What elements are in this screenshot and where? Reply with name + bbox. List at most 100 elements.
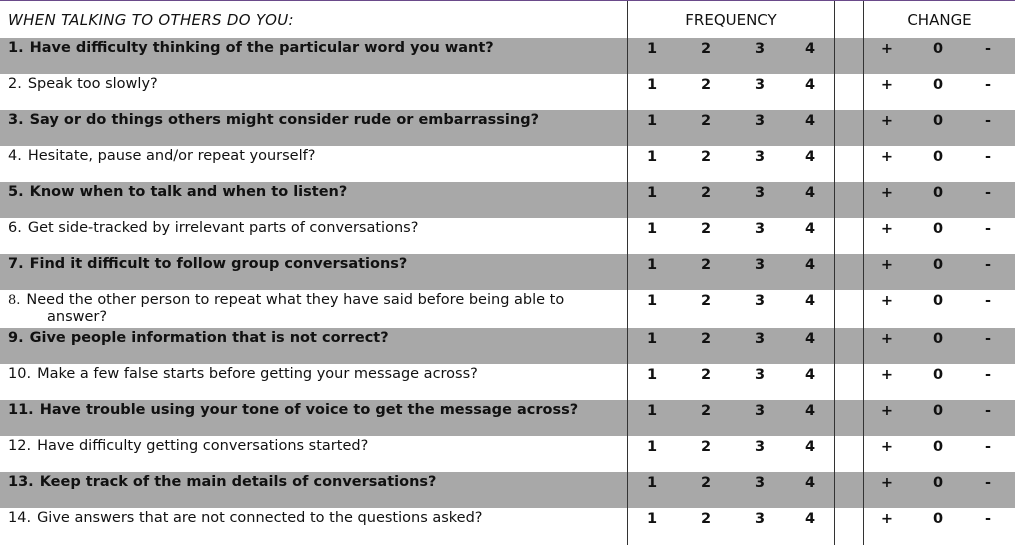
frequency-option-1[interactable]: 1 [646,77,658,93]
frequency-option-2[interactable]: 2 [700,149,712,165]
frequency-option-2[interactable]: 2 [700,403,712,419]
frequency-option-1[interactable]: 1 [646,475,658,491]
change-option-zero[interactable]: 0 [932,221,944,237]
frequency-option-1[interactable]: 1 [646,293,658,309]
frequency-option-2[interactable]: 2 [700,41,712,57]
change-option-minus[interactable]: - [984,367,992,383]
frequency-option-3[interactable]: 3 [754,439,766,455]
frequency-option-1[interactable]: 1 [646,41,658,57]
change-option-zero[interactable]: 0 [932,41,944,57]
frequency-option-3[interactable]: 3 [754,403,766,419]
change-option-zero[interactable]: 0 [932,439,944,455]
change-option-plus[interactable]: + [880,113,894,129]
frequency-option-2[interactable]: 2 [700,185,712,201]
change-option-plus[interactable]: + [880,367,894,383]
question-text: 4. Hesitate, pause and/or repeat yourself… [8,146,623,182]
frequency-option-2[interactable]: 2 [700,475,712,491]
frequency-option-2[interactable]: 2 [700,293,712,309]
frequency-option-3[interactable]: 3 [754,221,766,237]
frequency-option-2[interactable]: 2 [700,511,712,527]
change-option-minus[interactable]: - [984,113,992,129]
change-option-minus[interactable]: - [984,41,992,57]
change-option-zero[interactable]: 0 [932,403,944,419]
change-option-zero[interactable]: 0 [932,331,944,347]
frequency-option-3[interactable]: 3 [754,77,766,93]
frequency-option-4[interactable]: 4 [804,331,816,347]
change-option-minus[interactable]: - [984,149,992,165]
change-option-minus[interactable]: - [984,403,992,419]
frequency-option-3[interactable]: 3 [754,367,766,383]
frequency-option-2[interactable]: 2 [700,257,712,273]
frequency-option-3[interactable]: 3 [754,113,766,129]
frequency-option-3[interactable]: 3 [754,41,766,57]
frequency-option-1[interactable]: 1 [646,113,658,129]
change-option-zero[interactable]: 0 [932,475,944,491]
frequency-option-1[interactable]: 1 [646,439,658,455]
frequency-option-1[interactable]: 1 [646,331,658,347]
change-option-minus[interactable]: - [984,185,992,201]
frequency-option-3[interactable]: 3 [754,511,766,527]
frequency-option-1[interactable]: 1 [646,403,658,419]
change-option-plus[interactable]: + [880,149,894,165]
change-option-plus[interactable]: + [880,511,894,527]
change-option-plus[interactable]: + [880,257,894,273]
change-option-minus[interactable]: - [984,331,992,347]
change-option-minus[interactable]: - [984,77,992,93]
frequency-option-1[interactable]: 1 [646,257,658,273]
change-option-plus[interactable]: + [880,403,894,419]
change-option-zero[interactable]: 0 [932,367,944,383]
frequency-option-4[interactable]: 4 [804,41,816,57]
frequency-option-1[interactable]: 1 [646,185,658,201]
change-option-zero[interactable]: 0 [932,185,944,201]
frequency-option-3[interactable]: 3 [754,185,766,201]
frequency-option-4[interactable]: 4 [804,113,816,129]
frequency-option-2[interactable]: 2 [700,221,712,237]
change-option-zero[interactable]: 0 [932,511,944,527]
frequency-option-4[interactable]: 4 [804,475,816,491]
frequency-option-1[interactable]: 1 [646,149,658,165]
change-option-plus[interactable]: + [880,331,894,347]
change-option-plus[interactable]: + [880,41,894,57]
frequency-option-2[interactable]: 2 [700,113,712,129]
frequency-option-1[interactable]: 1 [646,511,658,527]
frequency-option-4[interactable]: 4 [804,367,816,383]
change-option-minus[interactable]: - [984,221,992,237]
change-option-zero[interactable]: 0 [932,149,944,165]
frequency-option-4[interactable]: 4 [804,439,816,455]
frequency-option-4[interactable]: 4 [804,77,816,93]
change-option-zero[interactable]: 0 [932,257,944,273]
frequency-option-3[interactable]: 3 [754,293,766,309]
frequency-option-2[interactable]: 2 [700,367,712,383]
change-option-plus[interactable]: + [880,439,894,455]
change-option-minus[interactable]: - [984,257,992,273]
frequency-option-3[interactable]: 3 [754,257,766,273]
frequency-option-3[interactable]: 3 [754,331,766,347]
change-option-minus[interactable]: - [984,511,992,527]
frequency-option-4[interactable]: 4 [804,221,816,237]
frequency-option-2[interactable]: 2 [700,439,712,455]
frequency-option-4[interactable]: 4 [804,149,816,165]
change-option-zero[interactable]: 0 [932,113,944,129]
change-option-zero[interactable]: 0 [932,293,944,309]
change-option-plus[interactable]: + [880,77,894,93]
frequency-option-4[interactable]: 4 [804,293,816,309]
frequency-option-3[interactable]: 3 [754,149,766,165]
frequency-option-4[interactable]: 4 [804,403,816,419]
change-option-plus[interactable]: + [880,475,894,491]
frequency-option-2[interactable]: 2 [700,331,712,347]
change-option-plus[interactable]: + [880,185,894,201]
frequency-option-3[interactable]: 3 [754,475,766,491]
frequency-option-4[interactable]: 4 [804,511,816,527]
change-option-minus[interactable]: - [984,439,992,455]
change-option-minus[interactable]: - [984,475,992,491]
frequency-option-4[interactable]: 4 [804,257,816,273]
change-option-minus[interactable]: - [984,293,992,309]
change-option-zero[interactable]: 0 [932,77,944,93]
frequency-option-1[interactable]: 1 [646,367,658,383]
change-option-plus[interactable]: + [880,221,894,237]
frequency-option-4[interactable]: 4 [804,185,816,201]
frequency-option-1[interactable]: 1 [646,221,658,237]
frequency-option-2[interactable]: 2 [700,77,712,93]
change-option-plus[interactable]: + [880,293,894,309]
